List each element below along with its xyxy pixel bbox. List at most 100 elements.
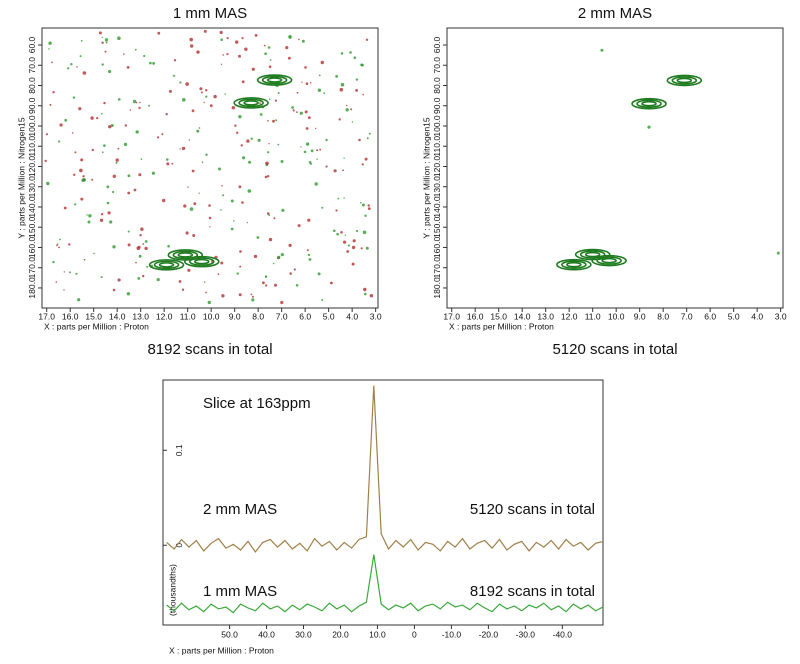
noise-dot [321,299,324,301]
noise-dot [191,109,195,113]
noise-dot [273,217,276,220]
caption: 8192 scans in total [147,341,272,358]
x-tick-label: 13.0 [132,311,149,321]
x-tick-label: 20.0 [332,629,349,639]
noise-dot [112,174,117,178]
noise-dot [358,138,361,142]
noise-dot [63,206,67,210]
noise-dot [242,156,246,160]
noise-dot [142,243,145,245]
y-tick-label: 60.0 [27,36,37,53]
x-tick-label: 15.0 [490,311,507,321]
noise-dot [323,92,326,94]
noise-dot [367,204,370,207]
noise-dot [366,137,369,140]
noise-dot [79,168,83,173]
noise-dot [316,158,318,160]
noise-dot [321,206,324,209]
noise-dot [335,209,338,212]
noise-dot [363,287,367,292]
noise-dot [115,158,119,162]
noise-dot [267,175,270,178]
noise-dot [178,280,182,283]
noise-dot [187,268,191,272]
noise-dot [280,300,284,305]
peak-contour [561,260,587,269]
noise-dot [219,30,223,35]
x-tick-label: 9.0 [229,311,241,321]
noise-dot [101,63,104,66]
noise-dot [226,53,229,56]
y-tick-label: 170.0 [27,257,37,279]
y-tick-label: 140.0 [27,196,37,218]
y-axis-label: Y : parts per Million : Nitrogen15 [421,117,431,239]
x-tick-label: 7.0 [681,311,693,321]
noise-dot [157,31,161,35]
noise-dot [117,278,121,282]
peak-contour [666,74,703,87]
peak-contour [636,99,662,109]
noise-dot [241,37,244,40]
peak-contour [238,98,264,108]
peak-contour [148,259,185,271]
noise-dot [138,106,141,110]
x-tick-label: 3.0 [370,311,382,321]
x-tick-label: 4.0 [346,311,358,321]
annotation: 8192 scans in total [470,583,595,600]
x-tick-label: 16.0 [467,311,484,321]
x-axis-label: X : parts per Million : Proton [169,645,274,655]
noise-dot [364,157,368,161]
noise-dot [259,113,263,116]
noise-dot [127,243,131,247]
noise-dot [251,295,254,298]
peak-contour [676,77,693,84]
noise-dot [213,94,217,99]
noise-dot [268,214,271,217]
noise-dot [100,213,104,216]
noise-dot [319,148,322,151]
peak-contour [261,75,288,85]
noise-dot [68,271,71,274]
noise-dot [151,171,155,175]
noise-dot [305,142,310,146]
noise-dot [123,142,128,147]
plot-frame [41,27,379,309]
noise-dot [314,182,318,186]
noise-dot [268,98,271,100]
x-tick-label: 11.0 [585,311,601,321]
noise-dot [55,281,58,283]
noise-dot [264,175,268,179]
noise-dot [162,198,166,203]
noise-dot [96,117,99,120]
noise-dot [208,204,211,207]
noise-dot [172,74,176,77]
noise-dot [330,281,333,285]
noise-dot [274,283,277,287]
x-tick-label: 12.0 [156,311,173,321]
noise-dot [233,220,235,222]
noise-dot [362,230,367,235]
peak-contour [243,100,259,106]
x-tick-label: 0 [412,629,417,639]
noise-dot [68,243,71,246]
spectrum-line [166,554,604,614]
noise-dot [209,226,211,228]
noise-dot [368,132,371,135]
noise-dot [166,162,170,166]
caption: 5120 scans in total [552,341,677,358]
annotation: Slice at 163ppm [203,395,311,412]
noise-dot [137,245,141,249]
noise-dot [165,113,168,116]
noise-dot [333,229,336,233]
y-tick-label: 140.0 [432,196,442,218]
noise-dot [152,62,156,65]
noise-dot [296,91,299,94]
noise-dot [298,38,300,41]
noise-dot [127,191,131,195]
noise-dot [140,158,143,160]
noise-dot [48,48,50,50]
peak-contour [158,262,175,268]
y-tick-label: 180.0 [27,277,37,299]
noise-dot [171,162,174,165]
